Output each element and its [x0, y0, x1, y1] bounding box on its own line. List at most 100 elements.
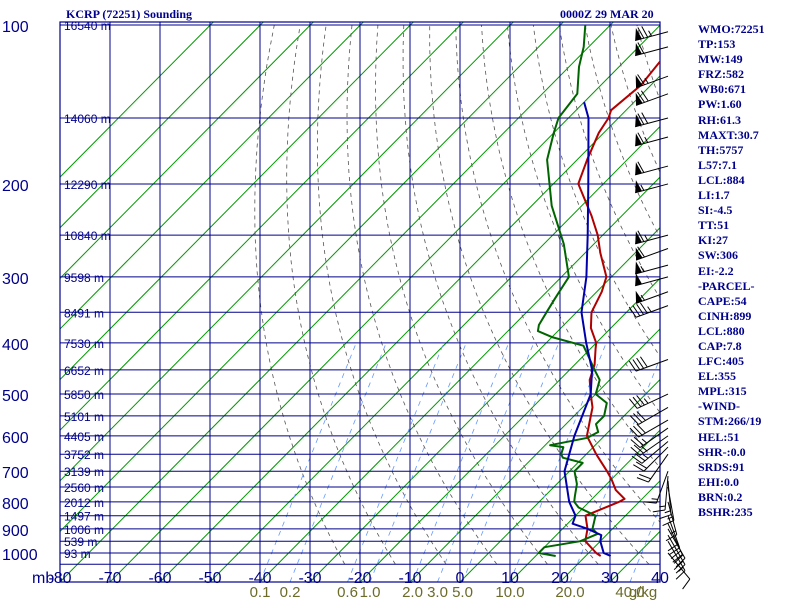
index-item: L57:7.1: [698, 157, 737, 172]
wind-barb-staff: [667, 515, 681, 548]
index-item: CINH:899: [698, 308, 752, 323]
wind-barb-staff: [643, 446, 669, 472]
wind-barb: [635, 246, 669, 261]
temperature-trace: [577, 59, 660, 557]
mixing-ratio-line: [347, 342, 445, 582]
wind-barb: [635, 42, 669, 57]
isotherm-line: [559, 480, 660, 582]
index-item: -PARCEL-: [698, 278, 755, 293]
index-item: SI:-4.5: [698, 203, 733, 218]
wind-barb-flag: [635, 461, 648, 469]
wind-barb-pennant: [635, 247, 643, 261]
temperature-tick-label: -30: [298, 570, 321, 587]
wind-barb-pennant: [635, 92, 643, 106]
dry-adiabat-lines: [254, 24, 660, 565]
wind-barb-flag: [640, 90, 649, 102]
pressure-tick-label: 500: [2, 388, 29, 405]
wind-barb-half: [643, 398, 649, 404]
wind-barb-flag: [628, 360, 637, 372]
index-item: -WIND-: [698, 399, 740, 414]
wind-barb-half: [644, 77, 649, 84]
wind-barb-staff: [667, 534, 686, 565]
wind-barb-staff: [664, 476, 669, 510]
wind-barb: [652, 476, 669, 513]
pressure-tick-label: 200: [2, 178, 29, 195]
wind-barb: [635, 273, 669, 287]
dry-adiabat: [402, 24, 599, 565]
wind-barb: [659, 480, 672, 520]
wind-barb-flag: [633, 425, 643, 436]
wind-barb-flag: [659, 514, 672, 520]
temperature-tick-label: -10: [398, 570, 421, 587]
chart-title: KCRP (72251) Sounding: [66, 7, 193, 21]
height-label: 3139 m: [64, 465, 104, 479]
index-item: MW:149: [698, 52, 743, 67]
mixing-ratio-unit: g/kg: [629, 584, 657, 600]
isotherm-line: [60, 22, 314, 280]
index-item: RH:61.3: [698, 112, 741, 127]
wind-barb-flag: [632, 359, 641, 371]
index-item: BRN:0.2: [698, 489, 743, 504]
wind-barb-flag: [629, 427, 639, 438]
wind-barb-flag: [675, 564, 686, 574]
isotherm-line: [60, 22, 614, 582]
wind-barb-flag: [641, 112, 649, 124]
wind-barb-flag: [667, 543, 679, 552]
mixing-ratio-label: 0.1: [250, 584, 271, 600]
sounding-traces: [536, 24, 660, 557]
index-item: HEL:51: [698, 429, 740, 444]
height-label: 6652 m: [64, 364, 104, 378]
height-label: 539 m: [64, 535, 97, 549]
wind-barb-flag: [644, 501, 657, 504]
wind-barb-flag: [637, 161, 645, 173]
wind-barb-flag: [631, 455, 643, 464]
parcel-trace: [563, 101, 612, 557]
mixing-ratio-label: 2.0: [402, 584, 423, 600]
index-item: KI:27: [698, 233, 728, 248]
mixing-ratio-line: [569, 357, 660, 582]
isotherm-line: [509, 429, 660, 582]
height-label: 12290 m: [64, 178, 111, 192]
mixing-ratio-lines: [259, 342, 660, 582]
isotherm-line: [159, 75, 660, 582]
wind-barb-half: [651, 498, 658, 500]
mixing-ratio-line: [369, 342, 467, 582]
index-item: SRDS:91: [698, 459, 745, 474]
dewpoint-trace: [536, 24, 608, 557]
height-label: 14060 m: [64, 112, 111, 126]
temperature-tick-label: -70: [98, 570, 121, 587]
mixing-ratio-label: 40.0: [615, 584, 644, 600]
dry-adiabat: [429, 25, 650, 565]
wind-barb-staff: [639, 435, 669, 456]
wind-barb-staff: [667, 486, 675, 521]
wind-barb-pennant: [635, 27, 642, 41]
wind-barb: [667, 515, 681, 556]
dry-adiabat: [254, 24, 346, 565]
wind-barb: [635, 261, 669, 275]
wind-barb-half: [644, 234, 649, 241]
index-item: EI:-2.2: [698, 263, 734, 278]
wind-barb-flag: [636, 477, 649, 483]
wind-barb: [667, 552, 691, 590]
wind-barb-staff: [655, 471, 669, 504]
height-label: 10840 m: [64, 229, 111, 243]
wind-barb-flag: [636, 395, 645, 406]
height-label: 2012 m: [64, 496, 104, 510]
mixing-ratio-label: 0.2: [280, 584, 301, 600]
dry-adiabat: [375, 24, 548, 565]
index-item: EL:355: [698, 369, 737, 384]
temperature-tick-label: 30: [601, 570, 619, 587]
isotherm-line: [109, 24, 660, 582]
dry-adiabat: [481, 24, 660, 469]
temperature-tick-label: -50: [198, 570, 221, 587]
dry-adiabat: [286, 24, 396, 565]
wind-barb-flag: [637, 132, 645, 144]
wind-barb-flag: [628, 306, 637, 318]
index-item: MPL:315: [698, 384, 747, 399]
wind-barb-half: [647, 306, 652, 313]
wind-barb: [633, 446, 669, 472]
temperature-tick-label: -60: [148, 570, 171, 587]
wind-barb-flag: [633, 413, 643, 423]
isotherm-line: [60, 22, 514, 482]
wind-barb: [630, 427, 669, 449]
